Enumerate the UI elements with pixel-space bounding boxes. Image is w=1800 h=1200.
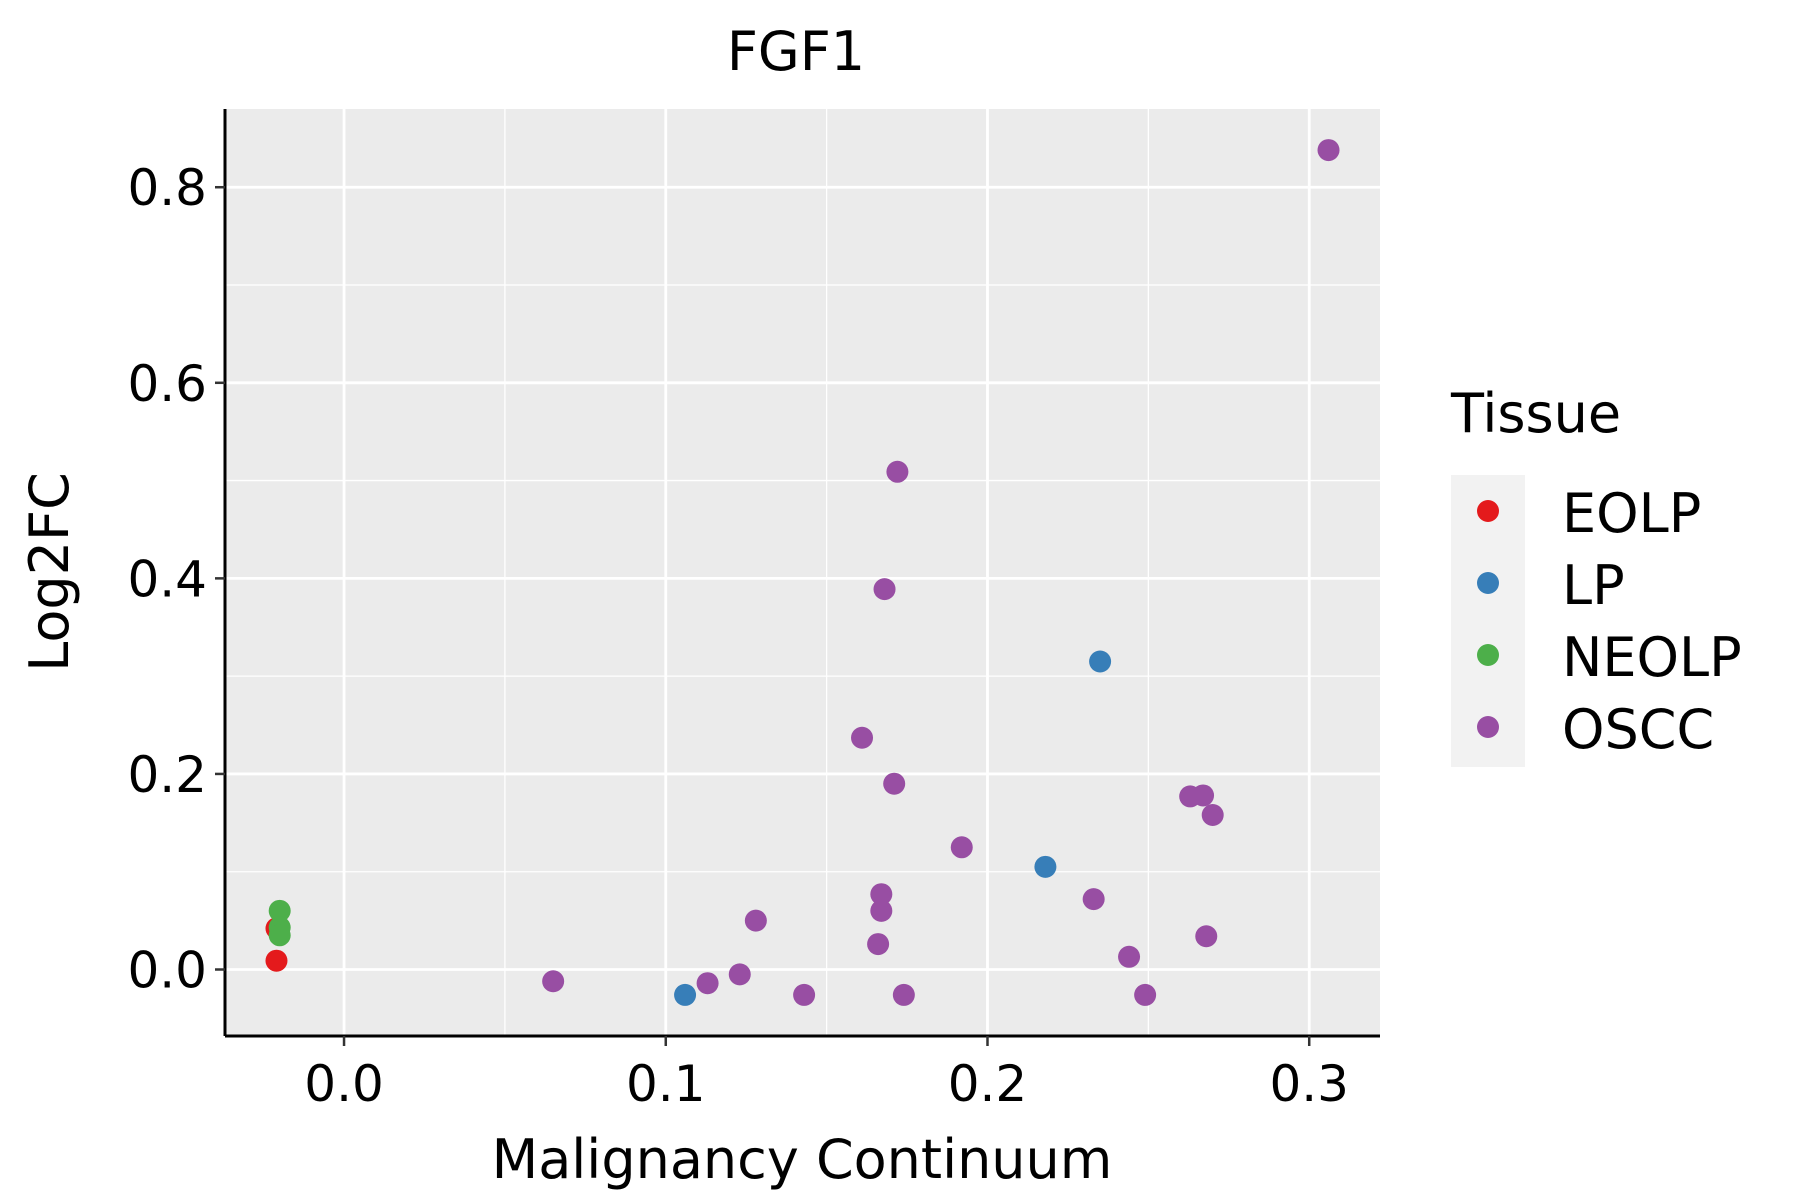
legend-label-neolp: NEOLP — [1562, 626, 1742, 689]
data-point-oscc — [1082, 888, 1105, 911]
data-point-oscc — [892, 983, 915, 1006]
x-tick-label: 0.1 — [626, 1055, 706, 1113]
data-point-oscc — [696, 972, 719, 995]
data-point-oscc — [1195, 925, 1218, 948]
legend-title: Tissue — [1450, 382, 1621, 445]
data-point-oscc — [950, 836, 973, 859]
data-point-oscc — [1201, 804, 1224, 827]
y-tick-label: 0.2 — [127, 746, 207, 804]
data-point-oscc — [851, 726, 874, 749]
data-point-oscc — [1118, 945, 1141, 968]
data-point-oscc — [883, 772, 906, 795]
legend-label-oscc: OSCC — [1562, 698, 1714, 761]
data-point-oscc — [870, 883, 893, 906]
chart-title: FGF1 — [727, 20, 865, 83]
legend-key-lp — [1477, 572, 1499, 594]
data-point-oscc — [870, 899, 893, 922]
x-tick-label: 0.2 — [948, 1055, 1028, 1113]
legend-label-lp: LP — [1562, 554, 1625, 617]
data-point-eolp — [265, 949, 288, 972]
data-point-lp — [674, 983, 697, 1006]
legend-key-neolp — [1477, 644, 1499, 666]
plot-panel — [225, 109, 1380, 1036]
data-point-oscc — [793, 983, 816, 1006]
x-tick-label: 0.3 — [1269, 1055, 1349, 1113]
points-layer — [265, 139, 1340, 1006]
data-point-neolp — [268, 924, 291, 947]
data-point-oscc — [542, 970, 565, 993]
data-point-oscc — [744, 909, 767, 932]
legend-label-eolp: EOLP — [1562, 482, 1701, 545]
y-tick-label: 0.0 — [127, 942, 207, 1000]
y-tick-label: 0.4 — [127, 550, 207, 608]
x-axis-title: Malignancy Continuum — [492, 1128, 1113, 1191]
data-point-oscc — [1134, 983, 1157, 1006]
legend-key-oscc — [1477, 716, 1499, 738]
legend-entries: EOLP LP NEOLP OSCC — [1477, 482, 1742, 761]
data-point-lp — [1089, 650, 1112, 673]
data-point-oscc — [873, 578, 896, 601]
legend-key-eolp — [1477, 500, 1499, 522]
y-tick-label: 0.6 — [127, 355, 207, 413]
grid-layer — [225, 109, 1380, 1036]
y-axis-title: Log2FC — [18, 472, 81, 672]
data-point-lp — [1034, 855, 1057, 878]
data-point-oscc — [867, 933, 890, 956]
axes-layer: 0.0 0.1 0.2 0.3 0.0 0.2 0.4 0.6 0.8 — [127, 159, 1349, 1113]
data-point-neolp — [268, 899, 291, 922]
data-point-oscc — [1317, 139, 1340, 162]
legend: Tissue EOLP LP NEOLP OSCC — [1450, 382, 1742, 767]
y-tick-label: 0.8 — [127, 159, 207, 217]
data-point-oscc — [728, 963, 751, 986]
x-tick-label: 0.0 — [304, 1055, 384, 1113]
data-point-oscc — [1192, 784, 1215, 807]
data-point-oscc — [886, 460, 909, 483]
